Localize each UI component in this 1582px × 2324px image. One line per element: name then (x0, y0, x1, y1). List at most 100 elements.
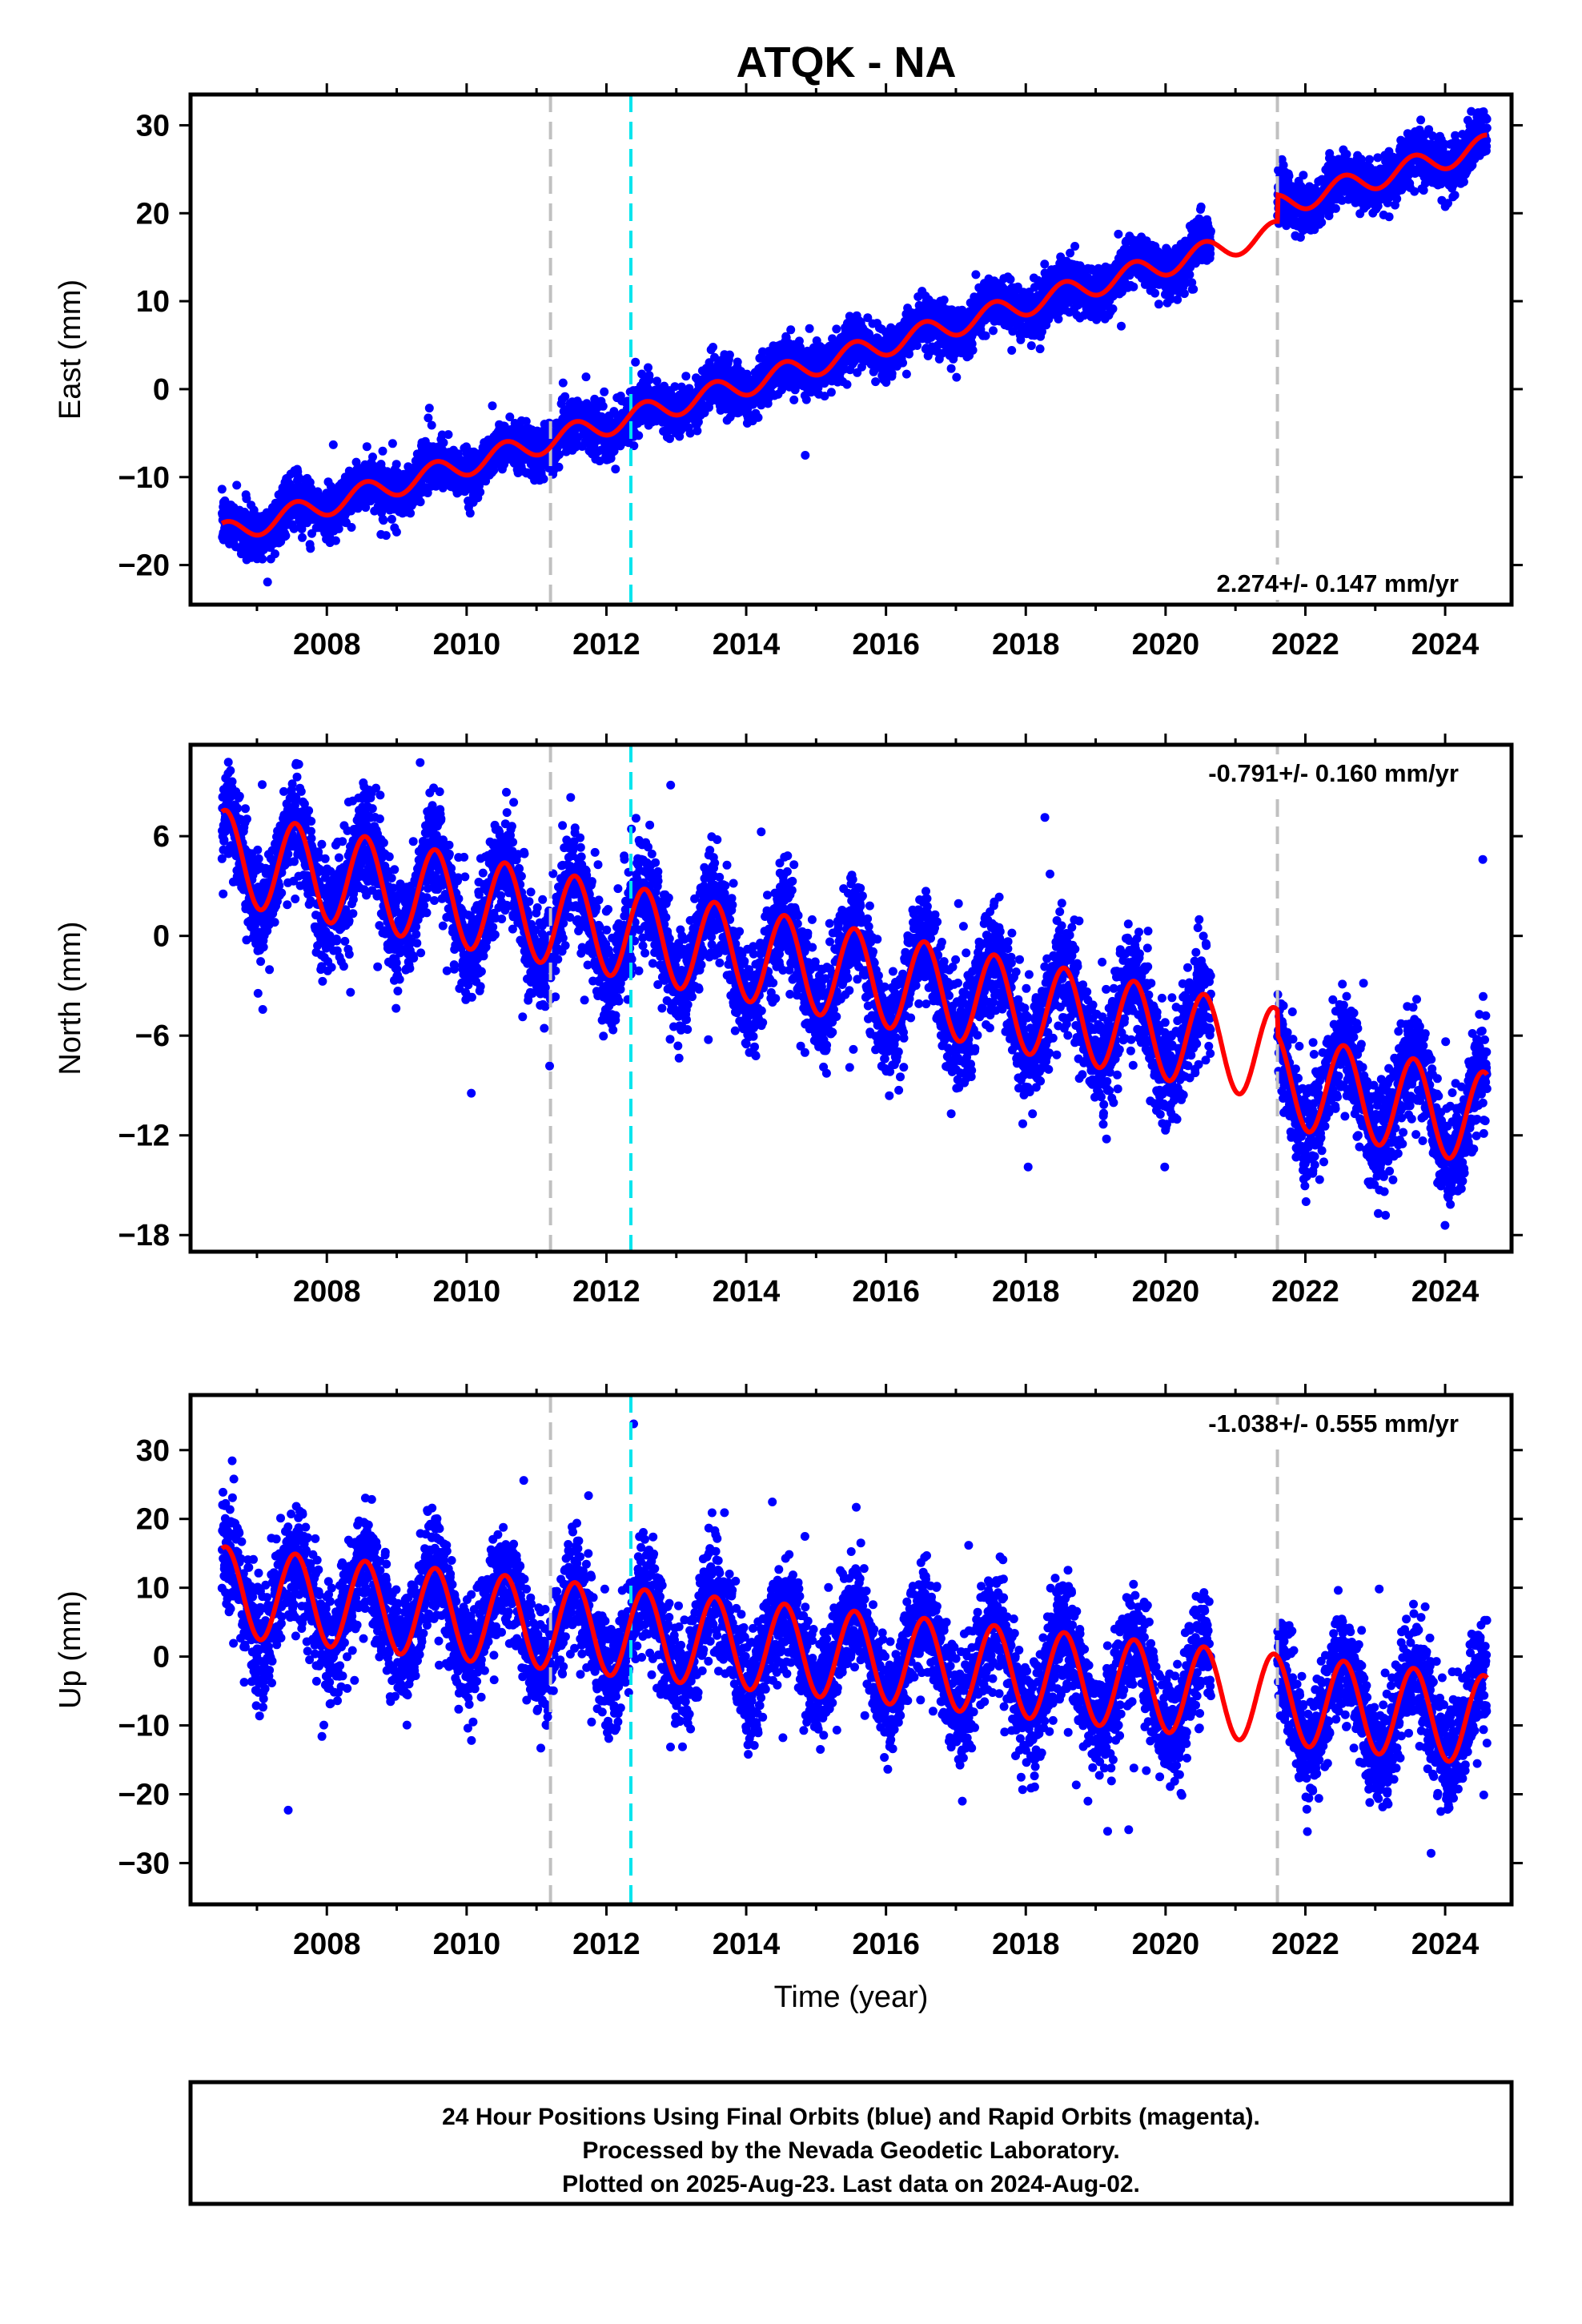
data-point (725, 350, 734, 360)
data-point (1035, 344, 1045, 354)
data-point (424, 404, 434, 413)
data-point (1026, 341, 1036, 351)
data-point (939, 296, 949, 305)
data-point (1007, 346, 1017, 355)
data-point (391, 460, 401, 469)
data-point (387, 439, 397, 448)
data-point (801, 451, 810, 460)
data-point (1154, 300, 1163, 309)
data-point (989, 326, 998, 336)
data-point (611, 464, 620, 474)
data-point (913, 341, 921, 350)
data-point (258, 554, 267, 564)
data-point (439, 438, 448, 448)
data-point (898, 358, 908, 368)
data-point (842, 380, 852, 389)
data-point (805, 324, 814, 333)
data-point (558, 378, 568, 388)
data-point (946, 364, 956, 373)
data-point (609, 446, 619, 456)
data-point (1117, 321, 1126, 331)
data-point (967, 339, 977, 348)
data-point (863, 313, 873, 323)
data-point (521, 416, 531, 426)
data-point (560, 392, 570, 401)
data-point (505, 412, 515, 422)
data-point (947, 305, 957, 315)
data-point (971, 270, 981, 279)
data-point (353, 504, 363, 513)
data-point (600, 387, 609, 396)
data-point (685, 428, 695, 438)
data-point (1108, 304, 1118, 314)
data-point (581, 372, 591, 382)
data-point (465, 509, 475, 518)
data-point (644, 363, 652, 372)
east-panel: 2008 2010 2012 2014 2016 2018 2020 2022 2024−20−… (54, 83, 1523, 661)
data-point (1114, 229, 1123, 239)
data-point (334, 524, 343, 533)
data-point (1006, 275, 1015, 284)
data-point (801, 395, 811, 404)
data-point (427, 420, 436, 430)
data-point (644, 375, 654, 384)
data-point (634, 431, 644, 440)
data-point (629, 441, 639, 451)
data-point (539, 474, 548, 484)
data-point (555, 450, 564, 460)
data-point (331, 536, 340, 545)
data-point (753, 412, 763, 422)
data-point (424, 413, 433, 423)
data-point (733, 357, 742, 367)
data-point (887, 368, 897, 378)
data-point (968, 345, 978, 355)
data-point (871, 377, 881, 387)
data-point (670, 382, 680, 392)
data-point (444, 430, 453, 440)
data-point (1150, 288, 1160, 298)
data-point (693, 417, 703, 427)
data-point (347, 523, 356, 532)
data-point (361, 503, 371, 513)
daily-position-points (217, 107, 1492, 587)
data-point (826, 388, 836, 397)
data-point (232, 480, 242, 490)
data-point (298, 533, 307, 542)
data-point (901, 369, 911, 379)
data-point (652, 376, 661, 386)
data-point (306, 544, 315, 553)
data-point (242, 494, 251, 504)
data-point (406, 509, 416, 518)
data-point (476, 488, 485, 497)
data-point (709, 343, 717, 352)
data-point (368, 452, 377, 462)
data-point (832, 324, 841, 334)
data-point (820, 392, 829, 401)
data-point (378, 446, 387, 456)
data-point (554, 462, 564, 472)
data-point (789, 395, 799, 404)
data-point (1040, 259, 1050, 269)
plot-area (217, 94, 1492, 605)
data-point (710, 352, 719, 362)
data-point (681, 372, 691, 381)
data-point (263, 577, 272, 587)
data-point (416, 497, 425, 507)
data-point (905, 349, 913, 359)
figure-title: ATQK - NA (737, 38, 957, 86)
data-point (488, 401, 497, 411)
data-point (631, 357, 640, 367)
data-point (981, 331, 990, 340)
data-point (938, 348, 947, 358)
data-point (598, 401, 608, 411)
data-point (381, 531, 391, 541)
data-point (1129, 282, 1138, 292)
data-point (217, 485, 227, 494)
data-point (881, 378, 891, 387)
data-point (391, 527, 401, 537)
data-point (379, 516, 388, 525)
data-point (362, 442, 371, 452)
data-point (786, 325, 796, 335)
data-point (693, 426, 702, 436)
